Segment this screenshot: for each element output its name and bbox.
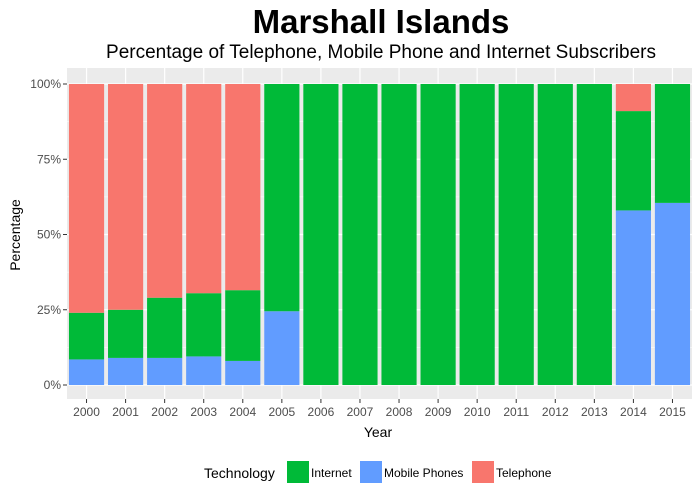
legend-title: Technology (204, 465, 275, 481)
y-tick-label: 0% (44, 378, 62, 392)
bar-internet-2015 (654, 84, 691, 203)
x-tick-label: 2015 (659, 405, 686, 419)
bar-internet-2001 (108, 309, 144, 358)
legend-label-internet: Internet (311, 466, 352, 480)
bar-internet-2008 (381, 84, 417, 385)
x-tick-label: 2010 (464, 405, 491, 419)
bar-internet-2012 (537, 84, 573, 385)
x-tick-label: 2006 (308, 405, 335, 419)
bar-mobile-phones-2002 (147, 357, 183, 385)
x-tick-label: 2011 (503, 405, 529, 419)
x-tick-label: 2013 (581, 405, 608, 419)
bar-telephone-2003 (186, 84, 222, 294)
bar-internet-2011 (498, 84, 534, 385)
bar-mobile-phones-2004 (225, 360, 261, 385)
plot-area: 0% 25% 50% 75% 100% 2000 2001 2002 2003 2004 2005 2… (30, 68, 692, 419)
x-tick-label: 2000 (73, 405, 100, 419)
bar-telephone-2014 (615, 84, 651, 112)
bar-telephone-2002 (147, 84, 183, 298)
x-axis-title: Year (364, 424, 393, 440)
x-tick-label: 2012 (542, 405, 569, 419)
x-tick-label: 2007 (347, 405, 374, 419)
legend-key-telephone (472, 461, 494, 483)
bar-internet-2003 (186, 293, 222, 357)
bar-internet-2007 (342, 84, 378, 385)
bar-telephone-2001 (108, 84, 144, 310)
y-axis-title: Percentage (7, 199, 23, 271)
x-tick-label: 2009 (425, 405, 452, 419)
bar-mobile-phones-2014 (615, 210, 651, 385)
bar-internet-2010 (459, 84, 495, 385)
legend-key-mobile-phones (360, 461, 382, 483)
bar-mobile-phones-2005 (264, 311, 300, 385)
x-tick-label: 2004 (229, 405, 256, 419)
bar-internet-2009 (420, 84, 456, 385)
x-tick-label: 2014 (620, 405, 647, 419)
x-tick-label: 2002 (151, 405, 178, 419)
bar-telephone-2000 (68, 84, 105, 313)
x-tick-label: 2001 (112, 405, 139, 419)
y-tick-label: 75% (37, 152, 61, 166)
y-tick-label: 50% (37, 228, 61, 242)
legend-key-internet (287, 461, 309, 483)
bar-mobile-phones-2003 (186, 356, 222, 385)
bar-internet-2006 (303, 84, 339, 385)
chart-subtitle: Percentage of Telephone, Mobile Phone an… (106, 42, 656, 63)
x-tick-label: 2008 (386, 405, 413, 419)
y-tick-label: 100% (30, 77, 61, 91)
bar-mobile-phones-2015 (654, 202, 691, 385)
legend-label-mobile-phones: Mobile Phones (384, 466, 463, 480)
bar-internet-2002 (147, 297, 183, 358)
bar-internet-2013 (576, 84, 612, 385)
legend-label-telephone: Telephone (496, 466, 552, 480)
bar-internet-2005 (264, 84, 300, 312)
bar-internet-2000 (68, 312, 105, 360)
x-tick-label: 2005 (268, 405, 295, 419)
bar-mobile-phones-2001 (108, 357, 144, 385)
y-tick-label: 25% (37, 303, 61, 317)
chart-title: Marshall Islands (253, 3, 510, 40)
x-tick-label: 2003 (190, 405, 217, 419)
legend: Technology Internet Mobile Phones Telephon… (204, 461, 552, 483)
bar-internet-2014 (615, 111, 651, 211)
bar-mobile-phones-2000 (68, 359, 105, 385)
bar-internet-2004 (225, 290, 261, 361)
bar-telephone-2004 (225, 84, 261, 291)
